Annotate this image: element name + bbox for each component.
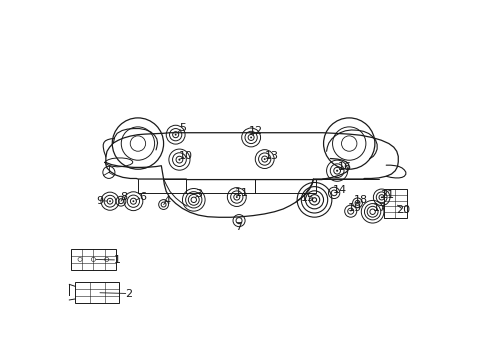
Text: 11: 11	[235, 188, 249, 198]
Text: 21: 21	[380, 190, 394, 199]
Text: 2: 2	[125, 288, 132, 298]
Bar	[71, 249, 116, 270]
Bar	[384, 189, 407, 218]
Circle shape	[336, 170, 338, 172]
Text: 18: 18	[354, 194, 368, 204]
Circle shape	[381, 197, 383, 198]
Text: 6: 6	[139, 192, 146, 202]
Text: 7: 7	[236, 222, 243, 232]
Circle shape	[175, 134, 176, 136]
Text: 10: 10	[179, 151, 193, 161]
Text: 5: 5	[179, 123, 186, 133]
Text: 3: 3	[195, 189, 202, 199]
Circle shape	[132, 200, 134, 202]
Text: 19: 19	[348, 203, 362, 213]
Text: 15: 15	[301, 193, 315, 203]
Text: 1: 1	[114, 255, 121, 265]
Bar	[75, 282, 119, 303]
Circle shape	[109, 200, 111, 202]
Circle shape	[264, 158, 266, 160]
Text: 4: 4	[164, 195, 171, 206]
Text: 16: 16	[338, 162, 352, 172]
Text: 14: 14	[333, 185, 347, 195]
Text: 12: 12	[248, 126, 263, 136]
Text: 20: 20	[396, 205, 411, 215]
Circle shape	[178, 158, 180, 161]
Circle shape	[236, 196, 238, 198]
Text: 17: 17	[373, 203, 387, 213]
Text: 8: 8	[120, 192, 127, 202]
Text: 9: 9	[96, 195, 103, 206]
Circle shape	[250, 136, 252, 138]
Text: 13: 13	[265, 151, 279, 161]
